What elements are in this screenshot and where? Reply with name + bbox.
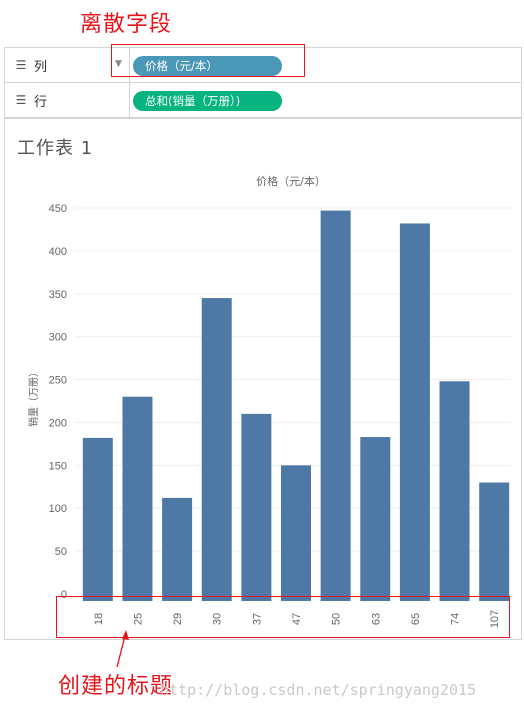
y-tick-label: 200 [49,417,67,429]
bar-47[interactable] [281,465,311,601]
discrete-field-highlight-box [111,44,305,77]
bar-37[interactable] [241,413,272,601]
created-title-annotation: 创建的标题 [58,674,174,699]
columns-pill-price[interactable]: 价格（元/本） [133,56,282,76]
bar-29[interactable] [162,497,193,601]
x-tick-label: 50 [331,613,343,625]
discrete-field-annotation: 离散字段 [80,12,173,37]
y-tick-label: 100 [49,503,67,515]
y-tick-label: 250 [49,375,67,387]
x-tick-label: 25 [132,613,144,625]
y-tick-label: 450 [49,203,67,215]
y-axis-title: 销量（万册） [27,367,40,427]
watermark: http://blog.csdn.net/springyang2015 [160,681,477,699]
y-tick-label: 150 [49,460,67,472]
x-tick-label: 107 [489,610,501,628]
x-tick-label: 37 [251,613,263,625]
sheet-title[interactable]: 工作表 1 [17,138,94,159]
y-tick-label: 50 [55,546,67,558]
chart-title: 价格（元/本） [256,174,326,188]
rows-pill-sales-sum[interactable]: 总和(销量（万册）) [133,91,282,111]
columns-icon: ☰ [15,58,27,72]
x-tick-label: 30 [212,613,224,625]
x-tick-label: 65 [410,613,422,625]
y-tick-label: 300 [49,332,67,344]
bar-63[interactable] [360,437,391,601]
bar-50[interactable] [320,210,351,601]
bar-18[interactable] [82,437,113,601]
bar-25[interactable] [122,396,153,601]
rows-shelf[interactable]: ☰ 行 总和(销量（万册）) [4,82,522,118]
x-tick-label: 63 [370,613,382,625]
y-tick-label: 0 [61,589,67,601]
x-tick-label: 18 [93,613,105,625]
x-tick-label: 47 [291,613,303,625]
rows-icon: ☰ [15,93,27,107]
bar-74[interactable] [439,381,470,601]
bar-chart[interactable]: 0 50 100 150 200 250 300 350 400 450 18 25 29 30 37 47… [5,119,521,639]
bar-65[interactable] [399,223,430,601]
y-tick-label: 400 [49,246,67,258]
chevron-down-icon[interactable]: ▼ [115,59,122,69]
columns-shelf-label: 列 [34,59,48,75]
columns-shelf[interactable]: ☰ 列 ▼ 价格（元/本） [4,47,522,83]
rows-shelf-header: ☰ 行 [5,83,130,117]
axis-labels-highlight-box [56,596,510,638]
x-tick-label: 29 [172,613,184,625]
bar-30[interactable] [201,298,232,601]
rows-shelf-label: 行 [34,94,48,110]
y-tick-label: 350 [49,289,67,301]
bar-107[interactable] [479,482,510,601]
x-tick-label: 74 [450,613,462,625]
columns-shelf-header: ☰ 列 [5,48,130,82]
worksheet[interactable]: 工作表 1 0 50 100 150 200 250 300 350 400 450 18 25 29… [4,118,522,640]
